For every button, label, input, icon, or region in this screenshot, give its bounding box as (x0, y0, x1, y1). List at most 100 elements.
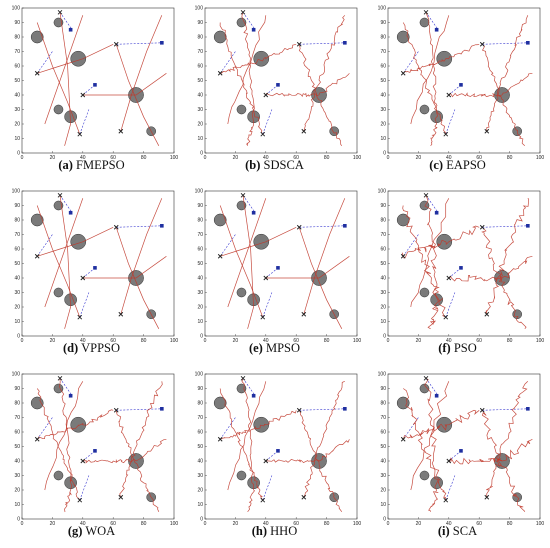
panel-plot: 0 20 40 60 80 100 0 10 20 30 40 50 60 70 80 90 100 (378, 6, 545, 160)
x-tick-label: 80 (324, 521, 330, 526)
panel-label: VPPSO (81, 341, 121, 355)
x-tick-label: 0 (204, 155, 207, 160)
y-tick-label: 70 (380, 232, 386, 238)
x-tick-label: 0 (204, 338, 207, 343)
obstacle (419, 17, 430, 28)
trajectory (59, 378, 73, 513)
panel-plot: 0 20 40 60 80 100 0 10 20 30 40 50 60 70 80 90 100 (12, 372, 179, 526)
x-tick-label: 40 (446, 155, 452, 160)
start-marker (77, 131, 83, 137)
obstacle (213, 396, 227, 410)
trajectory (219, 205, 264, 318)
obstacle (419, 200, 430, 211)
panel-letter: (b) (245, 158, 261, 172)
trajectory (242, 195, 254, 329)
y-tick-label: 30 (14, 290, 20, 296)
obstacle (396, 30, 410, 44)
trajectory (410, 15, 450, 125)
x-tick-label: 100 (536, 155, 545, 160)
start-marker (57, 376, 63, 381)
trajectory (36, 22, 81, 135)
trajectory (37, 409, 114, 440)
target-marker (160, 41, 164, 45)
y-tick-label: 0 (200, 334, 203, 340)
panel-caption: (e) MPSO (183, 341, 366, 356)
planned-path (425, 195, 439, 213)
target-marker (251, 27, 256, 32)
panel-sdsca: 0 20 40 60 80 100 0 10 20 30 40 50 60 70 80 90 100 (b) SD… (183, 0, 366, 182)
target-marker (459, 266, 463, 270)
obstacle (53, 17, 64, 28)
y-tick-label: 80 (197, 218, 203, 224)
trajectory (115, 44, 160, 146)
y-tick-label: 40 (14, 93, 20, 99)
planned-path (299, 225, 345, 228)
y-tick-label: 0 (17, 334, 20, 340)
trajectory (227, 381, 267, 491)
x-tick-label: 20 (416, 338, 422, 343)
start-marker (296, 41, 302, 47)
panel-label: WOA (85, 524, 116, 538)
y-tick-label: 10 (380, 502, 386, 508)
panel-letter: (e) (248, 341, 263, 355)
x-tick-label: 0 (21, 521, 24, 526)
start-marker (80, 92, 86, 98)
x-tick-label: 20 (50, 338, 56, 343)
trajectory (298, 410, 343, 513)
x-tick-label: 40 (263, 521, 269, 526)
y-tick-label: 40 (380, 459, 386, 465)
y-tick-label: 0 (383, 151, 386, 157)
y-tick-label: 90 (197, 203, 203, 209)
trajectory (425, 12, 438, 147)
trajectory (44, 198, 84, 308)
y-tick-label: 60 (14, 247, 20, 253)
y-tick-label: 20 (14, 122, 20, 128)
planned-path (59, 12, 73, 30)
y-tick-label: 40 (14, 459, 20, 465)
y-tick-label: 40 (14, 276, 20, 282)
x-tick-label: 80 (507, 338, 513, 343)
trajectory (481, 410, 526, 512)
obstacle (70, 50, 87, 67)
start-marker (34, 70, 40, 76)
y-tick-label: 30 (380, 473, 386, 479)
start-marker (77, 314, 83, 320)
trajectory (120, 15, 163, 132)
obstacle (30, 30, 44, 44)
panel-eapso: 0 20 40 60 80 100 0 10 20 30 40 50 60 70 80 90 100 (c) EA… (366, 0, 549, 182)
y-tick-label: 50 (14, 78, 20, 84)
target-marker (434, 27, 439, 32)
panel-caption: (i) SCA (366, 524, 549, 539)
trajectory (303, 198, 346, 315)
panel-caption: (d) VPPSO (0, 341, 183, 356)
y-tick-label: 0 (17, 151, 20, 157)
y-tick-label: 50 (380, 261, 386, 267)
x-tick-label: 100 (170, 155, 179, 160)
target-marker (160, 407, 164, 411)
target-marker (93, 449, 97, 453)
target-marker (160, 224, 164, 228)
y-tick-label: 100 (12, 6, 21, 12)
x-tick-label: 60 (110, 155, 116, 160)
y-tick-label: 10 (14, 319, 20, 325)
x-tick-label: 20 (233, 521, 239, 526)
planned-path (445, 475, 456, 501)
planned-path (116, 225, 162, 228)
x-tick-label: 0 (21, 155, 24, 160)
planned-path (482, 408, 528, 411)
panel-mpso: 0 20 40 60 80 100 0 10 20 30 40 50 60 70 80 90 100 (e) MP… (183, 183, 366, 365)
planned-path (265, 450, 279, 462)
y-tick-label: 50 (380, 444, 386, 450)
target-marker (343, 41, 347, 45)
y-tick-label: 80 (380, 218, 386, 224)
trajectory (485, 198, 530, 315)
obstacle (53, 383, 64, 394)
x-tick-label: 80 (141, 155, 147, 160)
y-tick-label: 0 (17, 517, 20, 523)
panel-caption: (c) EAPSO (366, 158, 549, 173)
x-tick-label: 60 (476, 521, 482, 526)
x-tick-label: 40 (263, 338, 269, 343)
y-tick-label: 100 (378, 189, 387, 195)
y-tick-label: 50 (14, 261, 20, 267)
panel-caption: (b) SDSCA (183, 158, 366, 173)
